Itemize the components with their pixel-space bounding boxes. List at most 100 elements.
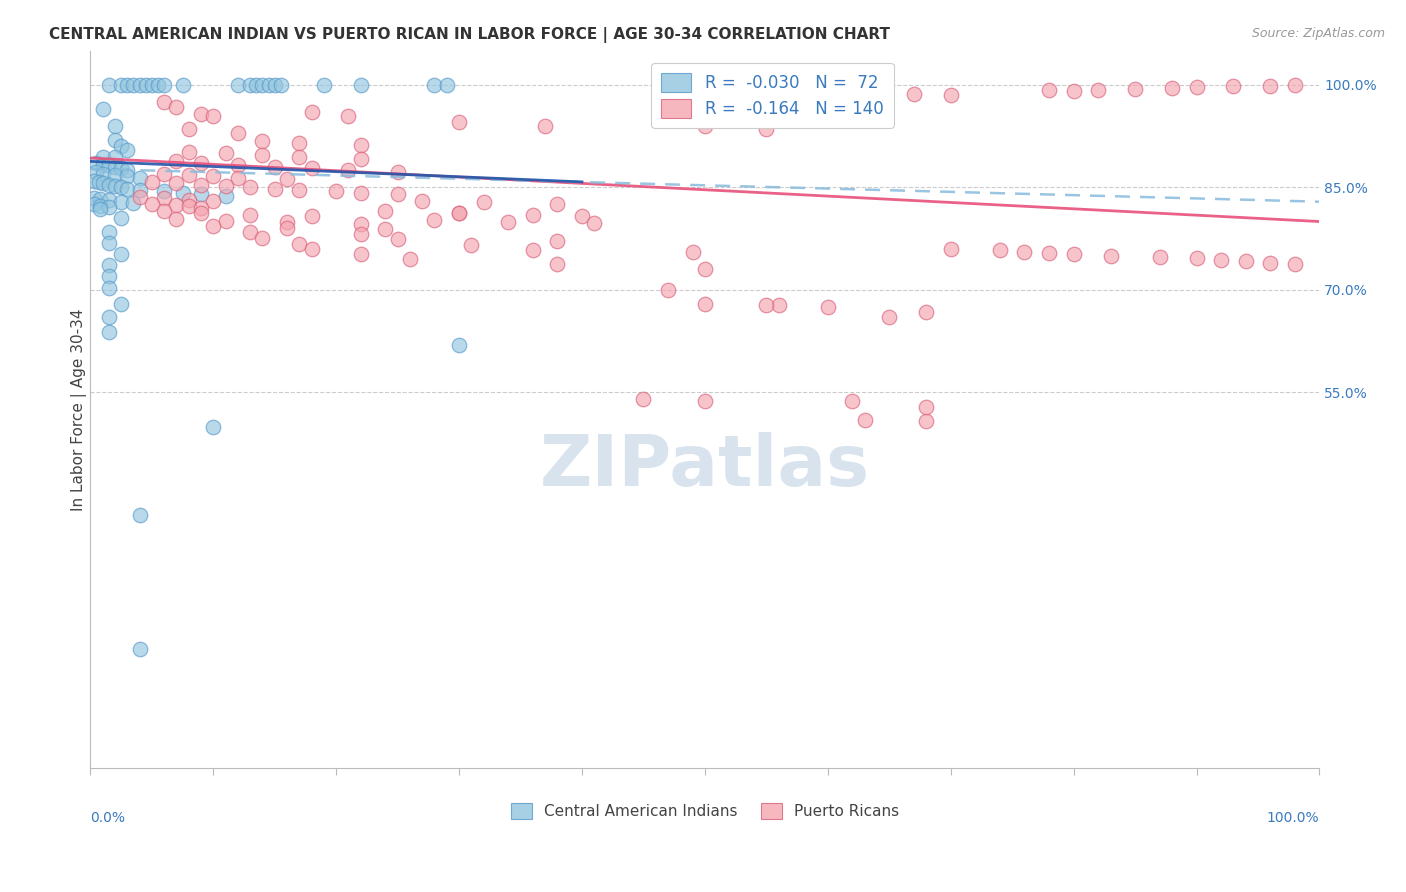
- Point: [97, 159, 120, 173]
- Point: [226, 126, 249, 140]
- Point: [83, 191, 105, 205]
- Point: [214, 214, 236, 228]
- Point: [270, 78, 292, 92]
- Point: [449, 115, 471, 129]
- Point: [263, 78, 285, 92]
- Point: [399, 252, 422, 266]
- Point: [122, 78, 145, 92]
- Text: ZIPatlas: ZIPatlas: [540, 433, 870, 501]
- Point: [693, 119, 716, 133]
- Point: [522, 244, 544, 258]
- Point: [177, 145, 200, 159]
- Point: [190, 201, 212, 215]
- Point: [853, 86, 876, 100]
- Point: [202, 194, 225, 208]
- Point: [202, 219, 225, 234]
- Point: [411, 194, 433, 208]
- Point: [1258, 255, 1281, 269]
- Point: [1258, 78, 1281, 93]
- Point: [86, 156, 108, 170]
- Point: [239, 226, 262, 240]
- Point: [115, 169, 138, 184]
- Point: [122, 196, 145, 211]
- Point: [110, 161, 132, 176]
- Point: [633, 392, 655, 407]
- Point: [350, 78, 373, 92]
- Point: [153, 203, 176, 218]
- Point: [387, 232, 409, 246]
- Point: [128, 508, 150, 523]
- Point: [939, 88, 962, 103]
- Point: [1185, 79, 1208, 94]
- Point: [682, 244, 704, 259]
- Point: [817, 300, 839, 314]
- Point: [172, 78, 194, 92]
- Point: [128, 190, 150, 204]
- Point: [135, 78, 157, 92]
- Point: [350, 186, 373, 200]
- Point: [449, 205, 471, 219]
- Point: [214, 188, 236, 202]
- Point: [141, 175, 163, 189]
- Point: [97, 281, 120, 295]
- Point: [87, 175, 110, 189]
- Point: [1123, 82, 1146, 96]
- Point: [97, 225, 120, 239]
- Point: [337, 109, 360, 123]
- Point: [693, 296, 716, 310]
- Point: [177, 122, 200, 136]
- Point: [128, 183, 150, 197]
- Point: [1161, 80, 1184, 95]
- Point: [91, 176, 114, 190]
- Point: [89, 199, 111, 213]
- Point: [841, 393, 863, 408]
- Point: [288, 237, 311, 252]
- Point: [239, 180, 262, 194]
- Point: [239, 78, 262, 92]
- Point: [104, 168, 127, 182]
- Point: [288, 183, 311, 197]
- Point: [301, 209, 323, 223]
- Point: [546, 196, 568, 211]
- Point: [1222, 79, 1244, 94]
- Point: [903, 87, 925, 102]
- Point: [104, 119, 127, 133]
- Point: [350, 152, 373, 166]
- Point: [472, 195, 495, 210]
- Point: [165, 154, 187, 169]
- Point: [153, 78, 176, 92]
- Point: [693, 262, 716, 277]
- Point: [252, 147, 274, 161]
- Point: [301, 105, 323, 120]
- Point: [110, 247, 132, 261]
- Point: [1014, 244, 1036, 259]
- Point: [877, 310, 900, 325]
- Point: [165, 176, 187, 190]
- Point: [1038, 246, 1060, 260]
- Point: [110, 139, 132, 153]
- Point: [146, 78, 169, 92]
- Point: [387, 187, 409, 202]
- Point: [252, 78, 274, 92]
- Point: [91, 102, 114, 116]
- Point: [583, 216, 606, 230]
- Point: [110, 180, 132, 194]
- Point: [374, 222, 396, 236]
- Point: [104, 160, 127, 174]
- Point: [190, 178, 212, 192]
- Point: [172, 186, 194, 200]
- Point: [104, 179, 127, 194]
- Point: [97, 194, 120, 208]
- Point: [177, 193, 200, 207]
- Text: 0.0%: 0.0%: [90, 812, 125, 825]
- Text: CENTRAL AMERICAN INDIAN VS PUERTO RICAN IN LABOR FORCE | AGE 30-34 CORRELATION C: CENTRAL AMERICAN INDIAN VS PUERTO RICAN …: [49, 27, 890, 43]
- Point: [337, 162, 360, 177]
- Point: [1063, 247, 1085, 261]
- Point: [97, 258, 120, 272]
- Point: [115, 182, 138, 196]
- Point: [257, 78, 280, 92]
- Point: [110, 194, 132, 209]
- Point: [89, 202, 111, 217]
- Point: [915, 304, 938, 318]
- Point: [202, 169, 225, 184]
